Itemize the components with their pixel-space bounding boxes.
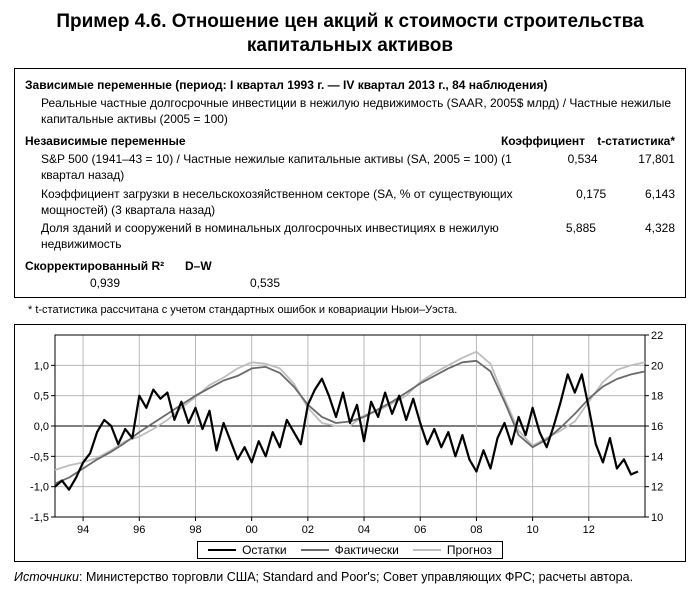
legend-label: Остатки bbox=[242, 543, 287, 557]
dep-vars-body: Реальные частные долгосрочные инвестиции… bbox=[25, 95, 675, 127]
sources: Источники: Министерство торговли США; St… bbox=[14, 570, 686, 584]
col-tstat: t-статистика* bbox=[585, 133, 675, 149]
indep-header-row: Независимые переменные Коэффициент t-ста… bbox=[25, 133, 675, 149]
svg-text:-1,0: -1,0 bbox=[30, 481, 49, 493]
cell-coef: 0,534 bbox=[520, 151, 597, 183]
legend-swatch-forecast bbox=[413, 549, 441, 551]
dw-value: 0,535 bbox=[185, 275, 345, 291]
col-coef: Коэффициент bbox=[495, 133, 585, 149]
cell-text: Доля зданий и сооружений в номинальных д… bbox=[25, 220, 517, 252]
r2-value: 0,939 bbox=[25, 275, 185, 291]
svg-text:04: 04 bbox=[358, 524, 370, 536]
sources-text: : Министерство торговли США; Standard an… bbox=[79, 570, 633, 584]
cell-t: 17,801 bbox=[598, 151, 675, 183]
svg-text:-1,5: -1,5 bbox=[30, 512, 49, 524]
cell-coef: 5,885 bbox=[517, 220, 596, 252]
dep-vars-head: Зависимые переменные (период: I квартал … bbox=[25, 77, 675, 93]
dw-label: D–W bbox=[185, 258, 345, 274]
cell-text: Коэффициент загрузки в несельскохозяйств… bbox=[25, 186, 537, 218]
svg-text:10: 10 bbox=[526, 524, 538, 536]
svg-text:22: 22 bbox=[651, 330, 663, 342]
cell-t: 4,328 bbox=[596, 220, 675, 252]
page-title: Пример 4.6. Отношение цен акций к стоимо… bbox=[14, 10, 686, 58]
svg-text:08: 08 bbox=[470, 524, 482, 536]
cell-text: S&P 500 (1941–43 = 10) / Частные нежилые… bbox=[25, 151, 520, 183]
svg-text:1,0: 1,0 bbox=[34, 360, 49, 372]
svg-text:06: 06 bbox=[414, 524, 426, 536]
legend-swatch-residuals bbox=[208, 549, 236, 551]
legend-label: Прогноз bbox=[447, 543, 492, 557]
table-row: Коэффициент загрузки в несельскохозяйств… bbox=[25, 186, 675, 218]
svg-text:00: 00 bbox=[246, 524, 258, 536]
svg-text:14: 14 bbox=[651, 451, 663, 463]
table-row: Доля зданий и сооружений в номинальных д… bbox=[25, 220, 675, 252]
line-chart: -1,5 -1,0 -0,5 0,0 0,5 1,0 10 12 14 16 18 20 22 94 96 9… bbox=[19, 329, 681, 539]
svg-text:18: 18 bbox=[651, 390, 663, 402]
r2-label: Скорректированный R² bbox=[25, 258, 185, 274]
svg-text:20: 20 bbox=[651, 360, 663, 372]
svg-text:02: 02 bbox=[302, 524, 314, 536]
stats-box: Зависимые переменные (период: I квартал … bbox=[14, 68, 686, 298]
legend: Остатки Фактически Прогноз bbox=[19, 541, 681, 559]
svg-text:16: 16 bbox=[651, 421, 663, 433]
svg-text:96: 96 bbox=[133, 524, 145, 536]
sources-label: Источники bbox=[14, 570, 79, 584]
legend-swatch-actual bbox=[301, 549, 329, 551]
footnote: * t-статистика рассчитана с учетом станд… bbox=[28, 304, 684, 316]
chart-container: -1,5 -1,0 -0,5 0,0 0,5 1,0 10 12 14 16 18 20 22 94 96 9… bbox=[14, 324, 686, 562]
cell-t: 6,143 bbox=[606, 186, 675, 218]
table-row: S&P 500 (1941–43 = 10) / Частные нежилые… bbox=[25, 151, 675, 183]
svg-text:0,5: 0,5 bbox=[34, 390, 49, 402]
svg-text:0,0: 0,0 bbox=[34, 421, 49, 433]
svg-text:98: 98 bbox=[189, 524, 201, 536]
svg-text:-0,5: -0,5 bbox=[30, 451, 49, 463]
svg-text:12: 12 bbox=[583, 524, 595, 536]
svg-text:10: 10 bbox=[651, 512, 663, 524]
indep-head: Независимые переменные bbox=[25, 133, 495, 149]
bottom-stats: Скорректированный R² 0,939 D–W 0,535 bbox=[25, 258, 675, 290]
svg-text:12: 12 bbox=[651, 481, 663, 493]
cell-coef: 0,175 bbox=[537, 186, 606, 218]
svg-text:94: 94 bbox=[77, 524, 89, 536]
legend-label: Фактически bbox=[335, 543, 399, 557]
